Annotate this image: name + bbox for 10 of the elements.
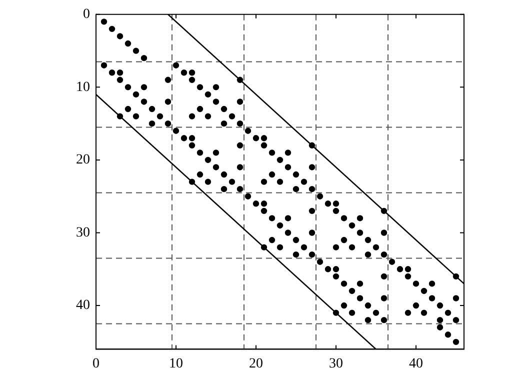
y-tick-label: 10 (76, 80, 90, 95)
x-tick-label: 30 (329, 356, 343, 372)
x-tick-label: 20 (249, 356, 263, 372)
y-tick-label: 0 (83, 7, 90, 22)
x-tick-label: 0 (92, 356, 100, 372)
y-tick-label: 30 (76, 225, 90, 240)
y-tick-label: 20 (76, 152, 90, 168)
y-tick-label: 40 (76, 298, 90, 314)
x-tick-label: 40 (409, 356, 423, 372)
x-tick-label: 10 (169, 356, 183, 372)
